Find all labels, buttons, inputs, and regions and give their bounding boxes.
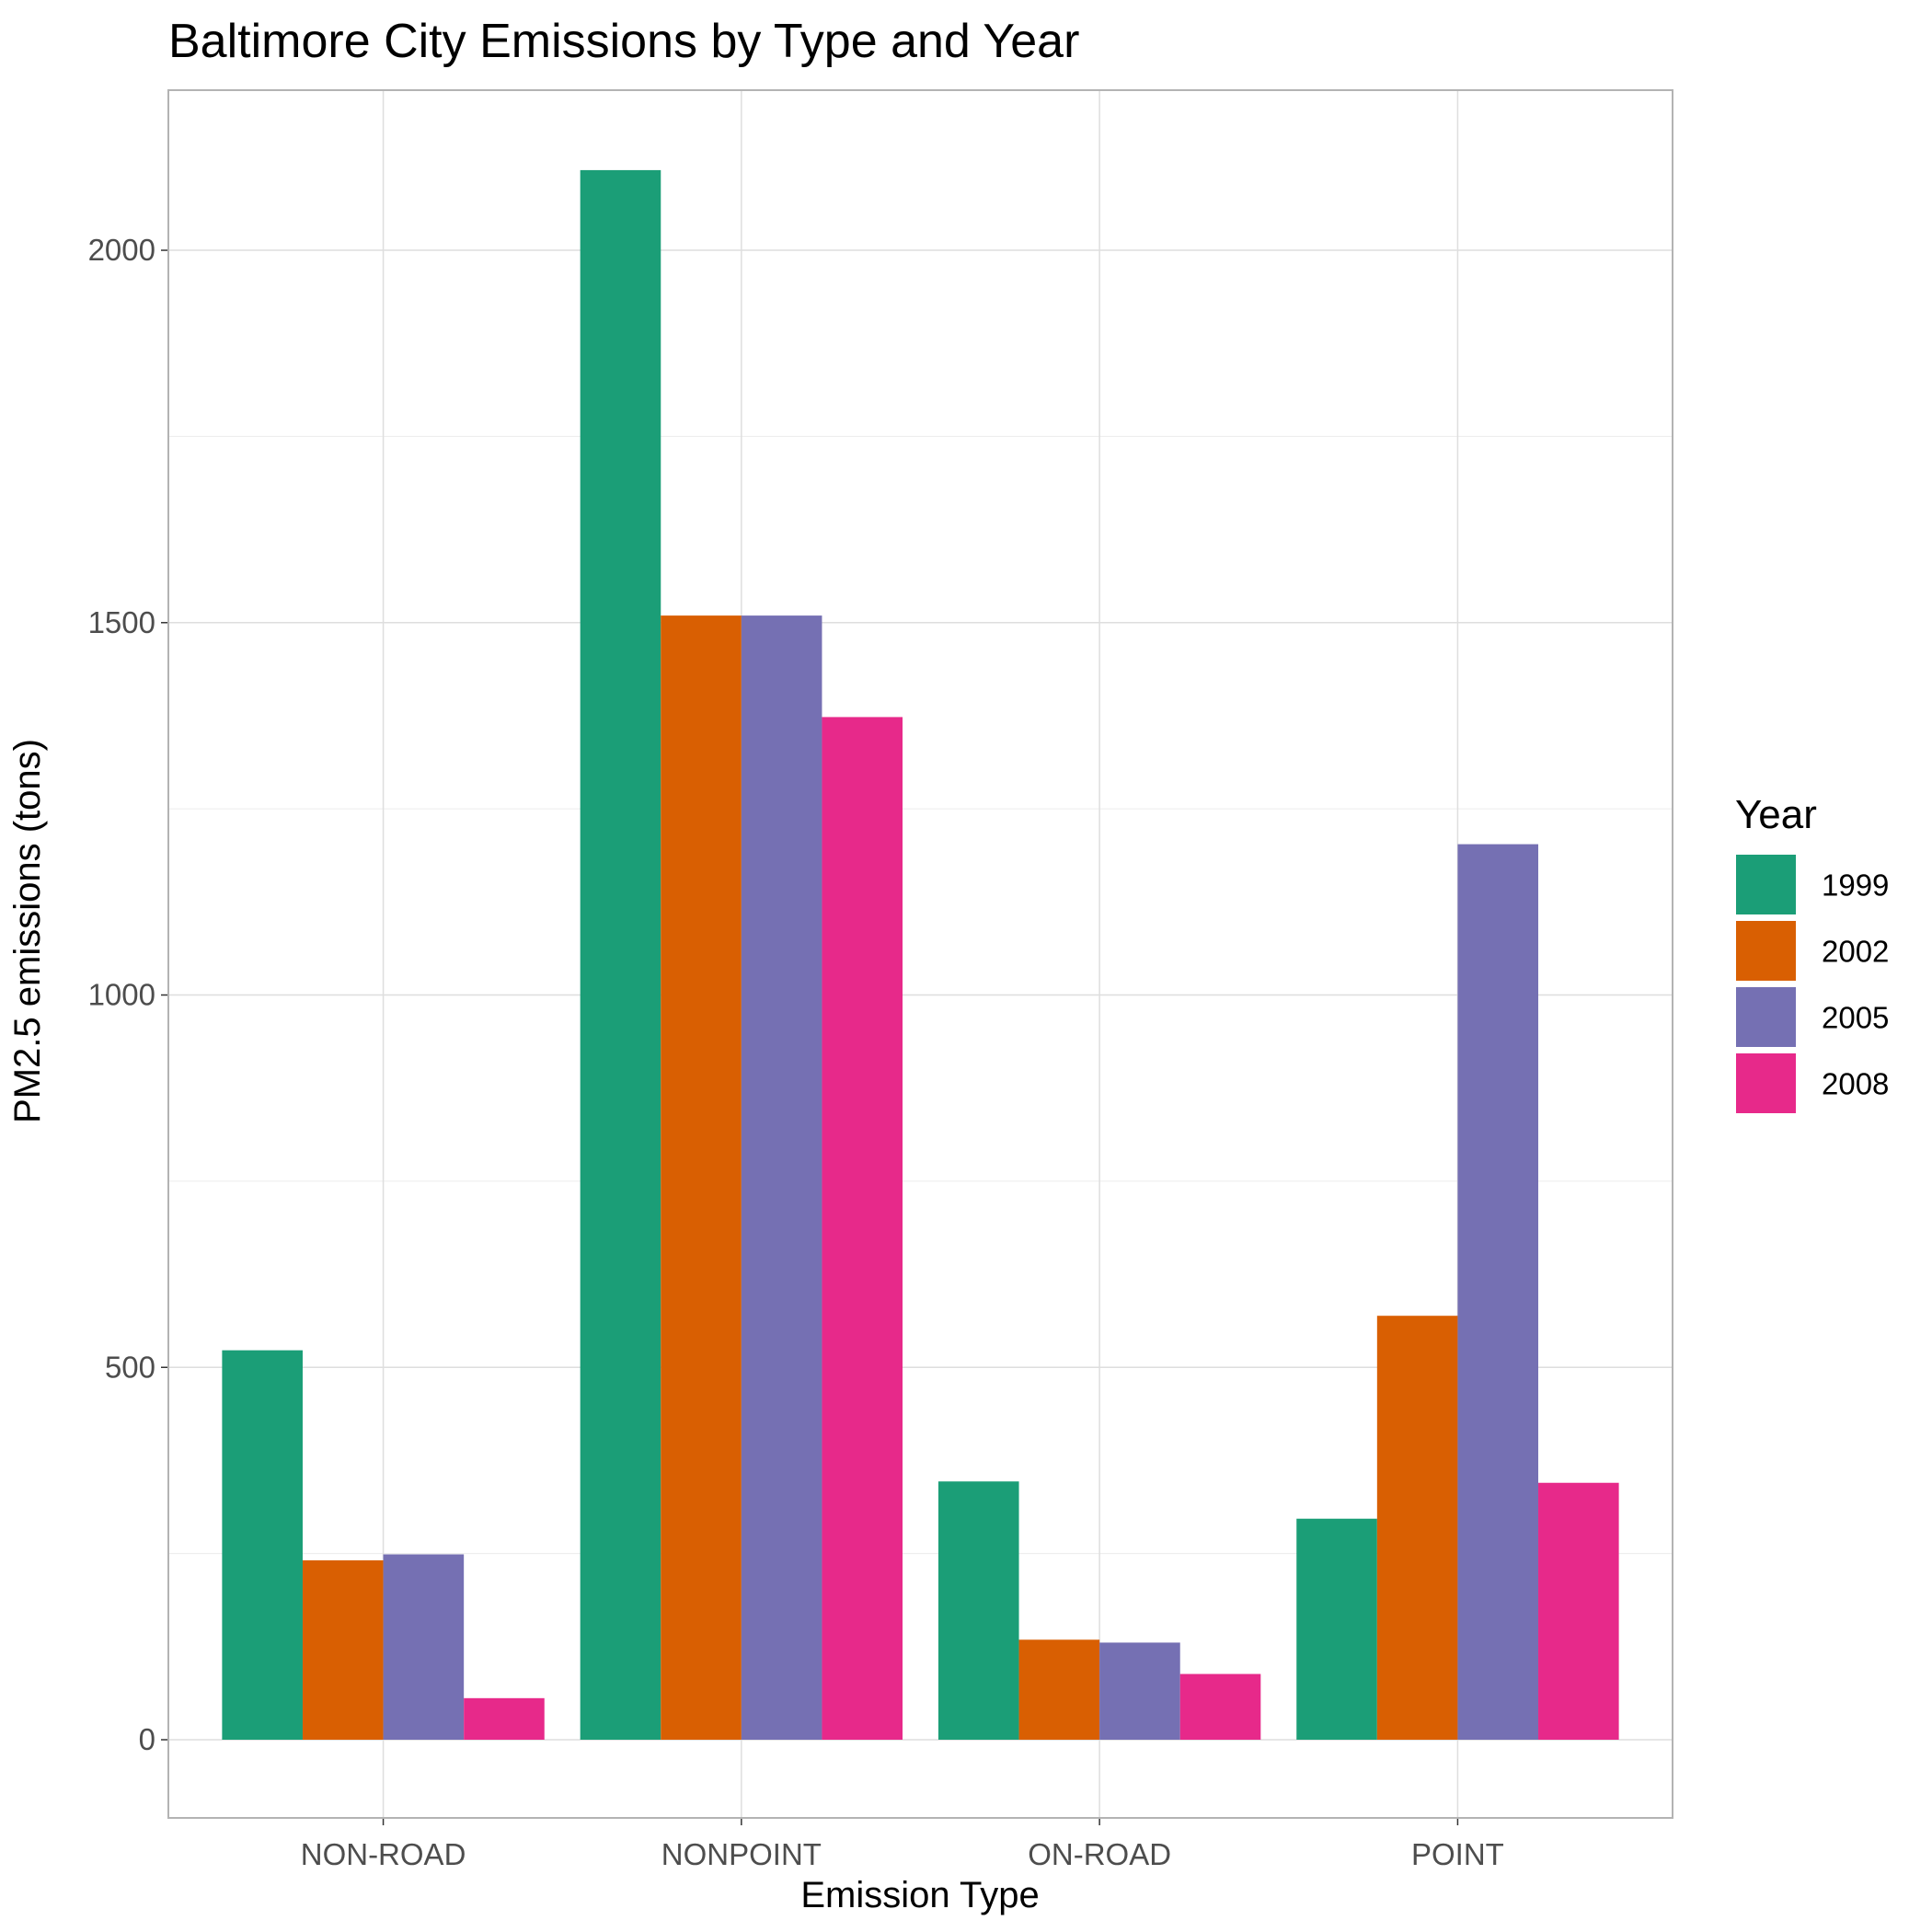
x-tick-label: ON-ROAD bbox=[1028, 1837, 1171, 1871]
legend-key bbox=[1734, 919, 1798, 983]
x-tick-label: NONPOINT bbox=[661, 1837, 822, 1871]
bar bbox=[1376, 1316, 1458, 1741]
y-tick-label: 1500 bbox=[88, 605, 155, 639]
bar bbox=[1179, 1673, 1261, 1741]
bar bbox=[1296, 1518, 1377, 1741]
bar bbox=[741, 615, 822, 1741]
bar bbox=[661, 615, 742, 1741]
x-tick-label: NON-ROAD bbox=[301, 1837, 466, 1871]
legend-key bbox=[1734, 1052, 1798, 1115]
y-tick-label: 0 bbox=[139, 1722, 155, 1756]
bar bbox=[1018, 1639, 1100, 1741]
legend-key bbox=[1734, 853, 1798, 916]
x-axis-title: Emission Type bbox=[800, 1875, 1039, 1915]
legend-label: 2008 bbox=[1822, 1067, 1889, 1101]
legend-label: 2002 bbox=[1822, 935, 1889, 969]
bar bbox=[1099, 1642, 1180, 1741]
bar bbox=[822, 717, 903, 1741]
bar bbox=[1457, 844, 1539, 1741]
legend-label: 2005 bbox=[1822, 1001, 1889, 1035]
bar bbox=[302, 1560, 384, 1741]
chart-title: Baltimore City Emissions by Type and Yea… bbox=[168, 15, 1079, 68]
bar bbox=[937, 1481, 1019, 1741]
legend-label: 1999 bbox=[1822, 868, 1889, 903]
legend-title: Year bbox=[1735, 792, 1817, 837]
x-tick-label: POINT bbox=[1411, 1837, 1504, 1871]
bar bbox=[580, 169, 661, 1741]
legend: Year 1999 2002 2005 2008 bbox=[1734, 792, 1889, 1115]
bar bbox=[383, 1554, 465, 1741]
y-axis-title: PM2.5 emissions (tons) bbox=[7, 739, 48, 1123]
y-tick-label: 2000 bbox=[88, 233, 155, 267]
plot-area: 0 500 1000 1500 2000 NON-ROAD NONPOINT ON-ROAD P… bbox=[88, 89, 1673, 1871]
plot-border bbox=[167, 89, 1673, 1819]
y-tick-label: 500 bbox=[105, 1350, 155, 1384]
bar bbox=[464, 1697, 545, 1741]
legend-key bbox=[1734, 985, 1798, 1049]
bar bbox=[1538, 1482, 1619, 1741]
bar bbox=[222, 1350, 303, 1741]
y-tick-label: 1000 bbox=[88, 978, 155, 1012]
